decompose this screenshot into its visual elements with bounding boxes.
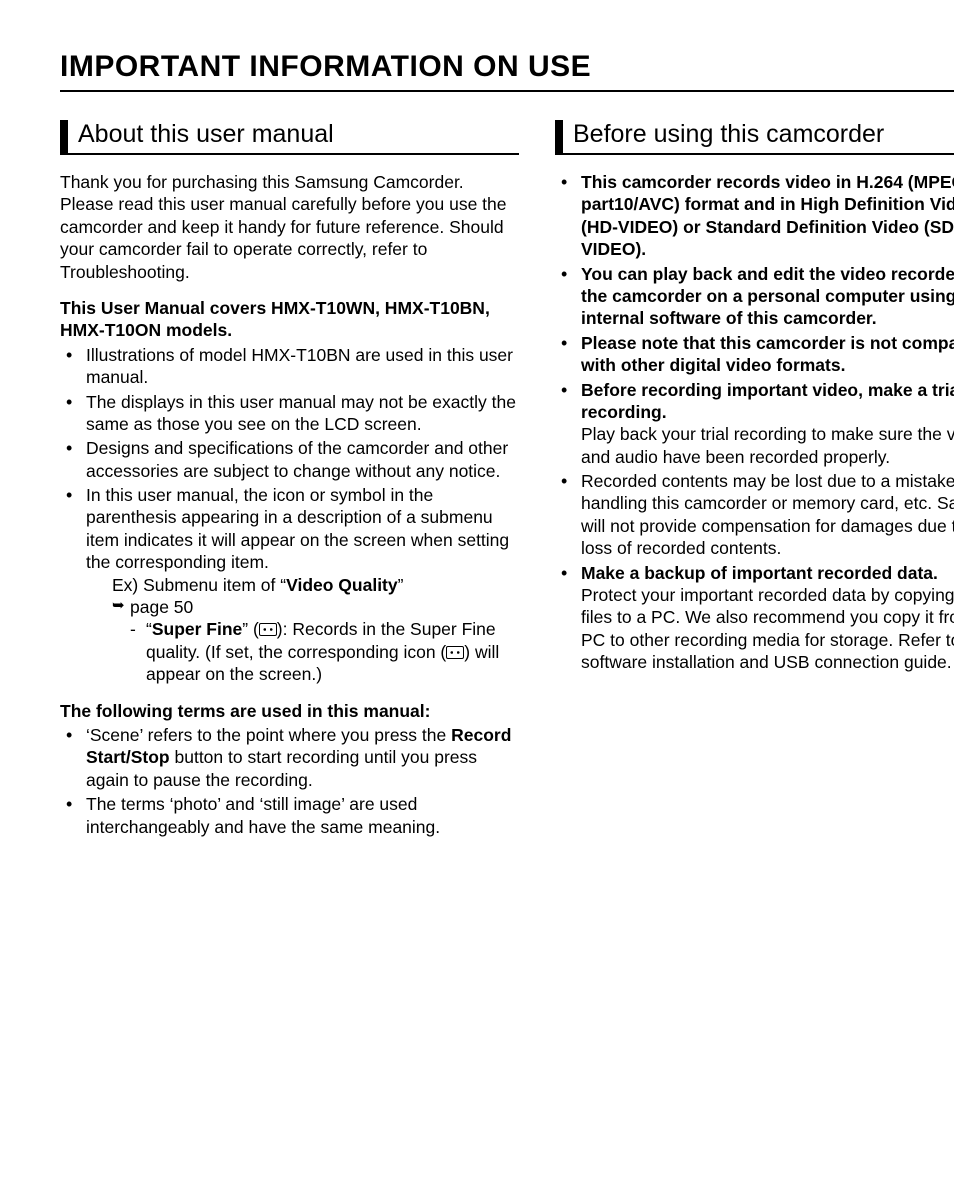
quality-icon <box>259 623 277 636</box>
b1: This camcorder records video in H.264 (M… <box>581 172 954 259</box>
b4-text: Play back your trial recording to make s… <box>581 423 954 468</box>
list-item: You can play back and edit the video rec… <box>555 263 954 330</box>
list-item: Make a backup of important recorded data… <box>555 562 954 674</box>
b2: You can play back and edit the video rec… <box>581 264 954 329</box>
terms-bullet-list: ‘Scene’ refers to the point where you pr… <box>60 724 519 838</box>
sf-bold: Super Fine <box>152 619 242 639</box>
ex-suffix: ” <box>398 575 404 595</box>
list-item: Designs and specifications of the camcor… <box>60 437 519 482</box>
b6-text: Protect your important recorded data by … <box>581 584 954 674</box>
list-item: Before recording important video, make a… <box>555 379 954 469</box>
list-item-text: In this user manual, the icon or symbol … <box>86 485 509 572</box>
example-block: Ex) Submenu item of “Video Quality” page… <box>86 574 519 686</box>
quality-icon <box>446 646 464 659</box>
list-item: The terms ‘photo’ and ‘still image’ are … <box>60 793 519 838</box>
left-column: About this user manual Thank you for pur… <box>60 120 519 852</box>
sf-mid: ” ( <box>242 619 259 639</box>
ex-bold: Video Quality <box>286 575 398 595</box>
about-heading: About this user manual <box>60 120 519 155</box>
super-fine-line: “Super Fine” (): Records in the Super Fi… <box>112 618 519 685</box>
about-bullet-list: Illustrations of model HMX-T10BN are use… <box>60 344 519 686</box>
b4-bold: Before recording important video, make a… <box>581 380 954 422</box>
list-item: Recorded contents may be lost due to a m… <box>555 470 954 560</box>
page-title: IMPORTANT INFORMATION ON USE <box>60 50 954 92</box>
terms-b1-a: ‘Scene’ refers to the point where you pr… <box>86 725 451 745</box>
before-heading: Before using this camcorder <box>555 120 954 155</box>
right-column: Before using this camcorder This camcord… <box>555 120 954 852</box>
list-item: Please note that this camcorder is not c… <box>555 332 954 377</box>
b6-bold: Make a backup of important recorded data… <box>581 563 938 583</box>
two-column-layout: About this user manual Thank you for pur… <box>60 120 954 852</box>
list-item: This camcorder records video in H.264 (M… <box>555 171 954 261</box>
list-item: Illustrations of model HMX-T10BN are use… <box>60 344 519 389</box>
list-item: ‘Scene’ refers to the point where you pr… <box>60 724 519 791</box>
list-item: In this user manual, the icon or symbol … <box>60 484 519 686</box>
page-ref-line: page 50 <box>112 596 519 618</box>
b3: Please note that this camcorder is not c… <box>581 333 954 375</box>
ex-prefix: Ex) Submenu item of “ <box>112 575 286 595</box>
intro-paragraph: Thank you for purchasing this Samsung Ca… <box>60 171 519 283</box>
before-bullet-list: This camcorder records video in H.264 (M… <box>555 171 954 674</box>
list-item: The displays in this user manual may not… <box>60 391 519 436</box>
terms-heading: The following terms are used in this man… <box>60 700 519 722</box>
models-covered: This User Manual covers HMX-T10WN, HMX-T… <box>60 297 519 342</box>
